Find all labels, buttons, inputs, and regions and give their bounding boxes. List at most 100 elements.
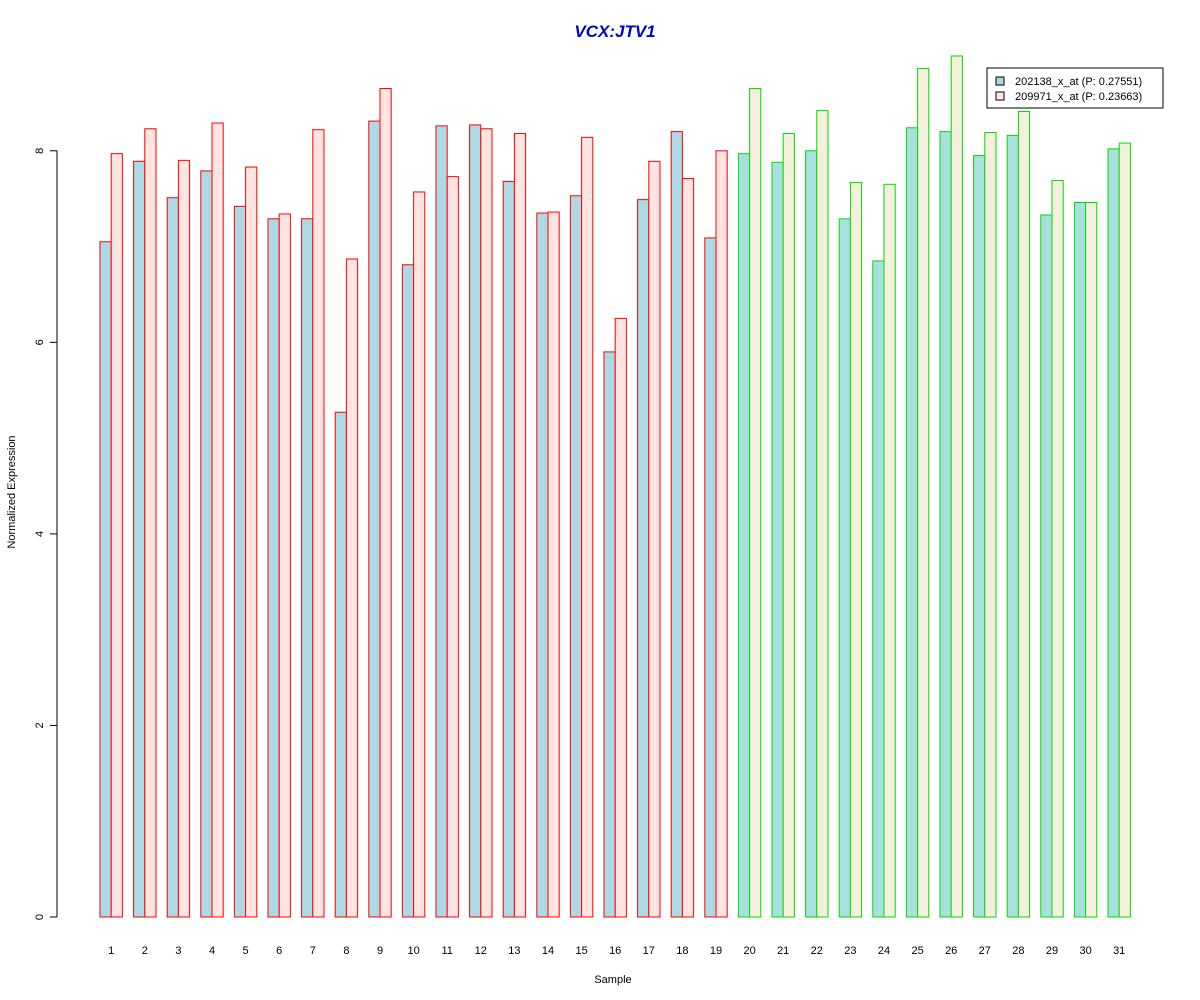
x-axis-tick-label: 22 — [811, 945, 823, 957]
bar-sample-22-series-1 — [805, 150, 818, 918]
x-axis-tick-label: 27 — [979, 945, 991, 957]
bar-sample-18-series-2 — [681, 178, 695, 918]
bar-sample-25-series-2 — [917, 67, 930, 918]
bar-sample-24-series-1 — [872, 260, 885, 918]
bars — [99, 55, 1131, 918]
x-axis-tick-label: 6 — [276, 945, 282, 957]
x-axis-tick-label: 10 — [407, 945, 419, 957]
bar-sample-6-series-1 — [267, 218, 280, 918]
x-axis-tick-label: 19 — [710, 945, 722, 957]
bar-sample-30-series-1 — [1073, 201, 1087, 918]
x-axis-tick-label: 8 — [343, 945, 349, 957]
bar-sample-5-series-1 — [233, 205, 247, 918]
bar-sample-13-series-2 — [513, 133, 527, 918]
bar-sample-17-series-1 — [637, 199, 650, 918]
bar-sample-29-series-2 — [1051, 179, 1064, 918]
x-axis-tick-label: 5 — [243, 945, 249, 957]
bar-sample-9-series-1 — [368, 120, 381, 918]
bar-sample-1-series-1 — [99, 241, 112, 918]
bar-sample-2-series-2 — [144, 128, 157, 918]
x-axis-tick-label: 4 — [209, 945, 215, 957]
x-axis-tick-label: 16 — [609, 945, 621, 957]
bar-sample-14-series-2 — [547, 211, 560, 918]
bar-sample-21-series-2 — [782, 133, 795, 918]
bar-sample-15-series-2 — [581, 136, 594, 918]
bar-sample-3-series-1 — [166, 197, 179, 918]
bar-sample-26-series-2 — [950, 55, 963, 918]
x-axis-tick-label: 13 — [508, 945, 520, 957]
legend: 202138_x_at (P: 0.27551) 209971_x_at (P:… — [986, 67, 1164, 109]
bar-sample-15-series-1 — [569, 195, 583, 918]
bar-sample-28-series-1 — [1006, 134, 1019, 918]
bar-sample-10-series-1 — [401, 264, 415, 918]
bar-sample-26-series-1 — [939, 131, 952, 918]
x-axis-tick-label: 12 — [475, 945, 487, 957]
legend-swatch-series-1 — [995, 76, 1005, 86]
x-axis-tick-label: 7 — [310, 945, 316, 957]
x-axis-tick-label: 2 — [142, 945, 148, 957]
bar-sample-19-series-2 — [715, 150, 728, 918]
bar-sample-4-series-1 — [200, 170, 213, 918]
bar-sample-31-series-1 — [1107, 148, 1120, 918]
bar-sample-3-series-2 — [177, 159, 191, 918]
x-axis-tick-label: 24 — [878, 945, 890, 957]
x-axis-tick-label: 17 — [643, 945, 655, 957]
bar-sample-12-series-1 — [469, 124, 482, 918]
bar-sample-28-series-2 — [1017, 111, 1031, 918]
bar-sample-9-series-2 — [379, 88, 392, 918]
x-axis-tick-label: 23 — [844, 945, 856, 957]
bar-sample-19-series-1 — [704, 237, 717, 918]
x-axis-tick-label: 26 — [945, 945, 957, 957]
x-axis-tick-label: 25 — [911, 945, 923, 957]
bar-sample-20-series-2 — [749, 88, 762, 918]
bar-sample-24-series-2 — [883, 183, 896, 918]
bar-sample-21-series-1 — [771, 161, 784, 918]
bar-sample-11-series-2 — [446, 176, 459, 918]
y-axis: 0 2 4 6 8 — [34, 148, 58, 920]
chart-title: VCX:JTV1 — [574, 22, 655, 41]
x-axis-tick-label: 28 — [1012, 945, 1024, 957]
x-axis-tick-label: 15 — [575, 945, 587, 957]
bar-sample-8-series-1 — [334, 411, 347, 918]
bar-sample-30-series-2 — [1085, 201, 1098, 918]
bar-sample-16-series-1 — [603, 351, 616, 918]
bar-sample-7-series-1 — [301, 218, 314, 918]
bar-sample-11-series-1 — [435, 125, 448, 918]
bar-sample-22-series-2 — [816, 110, 829, 918]
y-axis-tick-label: 8 — [34, 148, 46, 154]
bar-sample-8-series-2 — [345, 258, 359, 918]
y-axis-label: Normalized Expression — [6, 435, 18, 548]
y-axis-tick-label: 0 — [34, 914, 46, 920]
bar-sample-5-series-2 — [245, 166, 258, 918]
x-axis-tick-label: 11 — [441, 945, 452, 957]
x-axis-label: Sample — [594, 974, 631, 986]
bar-sample-23-series-1 — [838, 218, 851, 918]
bar-sample-31-series-2 — [1118, 142, 1131, 918]
bar-sample-2-series-1 — [133, 160, 146, 918]
bar-sample-17-series-2 — [648, 160, 661, 918]
y-axis-tick-label: 2 — [34, 722, 46, 728]
x-axis-tick-label: 1 — [108, 945, 114, 957]
legend-label-series-2: 209971_x_at (P: 0.23663) — [1015, 91, 1142, 103]
bar-sample-6-series-2 — [278, 213, 291, 918]
bar-sample-10-series-2 — [413, 191, 426, 918]
bar-sample-4-series-2 — [211, 122, 224, 918]
x-axis-tick-label: 29 — [1046, 945, 1058, 957]
x-axis-tick-label: 9 — [377, 945, 383, 957]
bar-sample-14-series-1 — [536, 212, 549, 918]
x-axis-tick-label: 3 — [175, 945, 181, 957]
bar-sample-16-series-2 — [614, 317, 627, 918]
legend-box — [986, 67, 1164, 109]
y-axis-tick-label: 4 — [34, 531, 46, 537]
x-axis-tick-labels: 1 2 3 4 5 6 7 8 9 10 11 12 13 14 15 16 17 18 19 20 21 22 23 24 2… — [108, 945, 1125, 957]
bar-sample-18-series-1 — [670, 131, 683, 918]
bar-sample-20-series-1 — [737, 153, 751, 918]
y-axis-tick-label: 6 — [34, 339, 46, 345]
x-axis-tick-label: 21 — [777, 945, 789, 957]
bar-sample-29-series-1 — [1040, 214, 1053, 918]
x-axis-tick-label: 31 — [1113, 945, 1125, 957]
bar-sample-1-series-2 — [110, 153, 123, 918]
legend-swatch-series-2 — [995, 91, 1005, 101]
bar-sample-7-series-2 — [312, 129, 325, 918]
